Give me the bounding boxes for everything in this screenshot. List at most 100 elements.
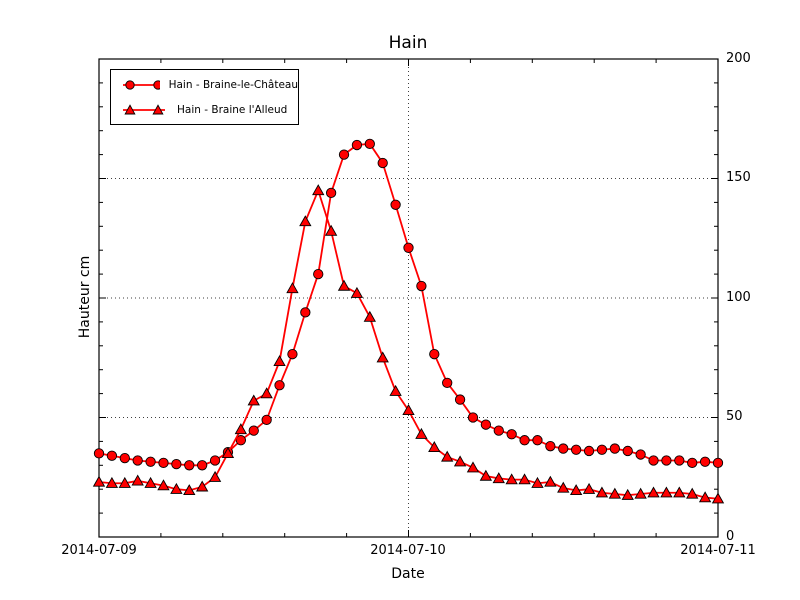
data-point-triangle	[608, 487, 622, 499]
data-point-circle	[158, 457, 169, 469]
legend-item-braine-le-chateau: Hain - Braine-le-Château	[111, 73, 298, 97]
data-point-triangle	[634, 487, 647, 499]
data-point-circle	[480, 419, 492, 430]
y-tick-label-200: 200	[726, 51, 751, 66]
data-point-circle	[506, 429, 517, 440]
data-point-triangle	[518, 473, 531, 485]
data-point-triangle	[686, 487, 699, 499]
data-point-circle	[287, 349, 298, 360]
data-point-triangle	[221, 447, 235, 458]
series-braine-le-chateau	[93, 138, 724, 471]
x-axis-label: Date	[391, 566, 425, 582]
data-point-circle	[635, 449, 646, 460]
triangle-marker-line-icon	[123, 103, 165, 114]
data-point-triangle	[698, 491, 712, 503]
data-point-circle	[171, 458, 182, 470]
data-point-triangle	[324, 224, 338, 236]
legend-label: Hain - Braine-le-Château	[168, 78, 298, 91]
data-point-triangle	[363, 310, 376, 322]
data-point-circle	[364, 138, 375, 149]
data-point-circle	[132, 455, 143, 466]
data-point-triangle	[492, 472, 505, 484]
data-point-circle	[106, 450, 118, 461]
data-point-triangle	[479, 469, 493, 481]
data-point-triangle	[260, 387, 273, 399]
data-point-circle	[313, 268, 324, 280]
data-point-circle	[209, 455, 221, 466]
data-point-circle	[661, 455, 672, 466]
data-point-circle	[325, 187, 337, 198]
data-point-triangle	[157, 479, 170, 491]
y-tick-label-100: 100	[726, 290, 751, 305]
data-point-triangle	[299, 215, 312, 227]
data-point-circle	[248, 425, 259, 436]
data-point-triangle	[170, 482, 183, 494]
data-point-triangle	[350, 286, 364, 298]
data-point-circle	[261, 414, 272, 426]
data-point-circle	[377, 157, 388, 169]
data-point-circle	[442, 377, 453, 388]
data-point-circle	[532, 435, 543, 446]
data-point-circle	[429, 349, 440, 360]
data-point-circle	[467, 412, 479, 423]
y-axis-label: Hauteur cm	[77, 255, 93, 339]
data-point-triangle	[183, 484, 196, 496]
data-point-circle	[545, 441, 556, 452]
data-point-circle	[338, 149, 350, 160]
data-point-triangle	[376, 351, 389, 363]
data-point-circle	[300, 307, 311, 318]
y-tick-label-150: 150	[726, 170, 751, 185]
data-point-triangle	[144, 476, 157, 488]
data-point-triangle	[92, 475, 106, 487]
series-braine-l-alleud	[92, 184, 725, 504]
data-point-triangle	[195, 480, 209, 492]
x-tick-label-2014-07-09: 2014-07-09	[61, 543, 137, 558]
data-point-circle	[558, 443, 569, 454]
data-point-triangle	[466, 461, 480, 473]
data-point-circle	[145, 456, 156, 467]
y-tick-label-0: 0	[726, 529, 735, 544]
legend-label: Hain - Braine l'Alleud	[177, 103, 288, 116]
legend-triangle-marker	[124, 103, 136, 114]
data-point-circle	[609, 443, 620, 454]
data-point-triangle	[453, 455, 467, 467]
axes-frame	[98, 58, 719, 538]
data-point-triangle	[402, 404, 415, 415]
data-point-triangle	[105, 476, 119, 488]
data-point-triangle	[531, 476, 544, 488]
data-point-circle	[235, 435, 247, 446]
data-point-circle	[390, 199, 401, 210]
data-point-triangle	[247, 394, 260, 406]
data-point-circle	[648, 455, 659, 466]
data-point-circle	[93, 448, 105, 459]
data-point-circle	[674, 455, 685, 466]
data-point-circle	[519, 435, 530, 446]
data-point-circle	[351, 139, 363, 151]
data-point-circle	[687, 457, 698, 469]
data-point-circle	[583, 445, 595, 457]
legend-triangle-marker	[152, 103, 164, 114]
data-point-circle	[712, 457, 724, 469]
data-point-circle	[403, 242, 414, 253]
data-point-circle	[570, 444, 582, 455]
data-point-circle	[596, 444, 608, 455]
data-point-triangle	[131, 474, 144, 486]
data-point-triangle	[312, 184, 325, 196]
data-point-triangle	[621, 488, 634, 500]
data-point-circle	[119, 452, 130, 464]
data-point-circle	[197, 460, 208, 471]
data-point-triangle	[441, 450, 454, 462]
data-point-circle	[454, 394, 466, 405]
data-point-triangle	[647, 486, 660, 498]
data-point-triangle	[286, 282, 299, 294]
data-point-triangle	[118, 476, 131, 488]
data-point-triangle	[544, 475, 557, 487]
chart-title: Hain	[388, 33, 428, 53]
data-point-circle	[699, 456, 711, 467]
data-point-triangle	[208, 470, 222, 482]
data-point-circle	[622, 445, 633, 457]
data-point-circle	[493, 425, 504, 436]
data-point-circle	[416, 280, 427, 292]
data-point-triangle	[389, 384, 402, 396]
